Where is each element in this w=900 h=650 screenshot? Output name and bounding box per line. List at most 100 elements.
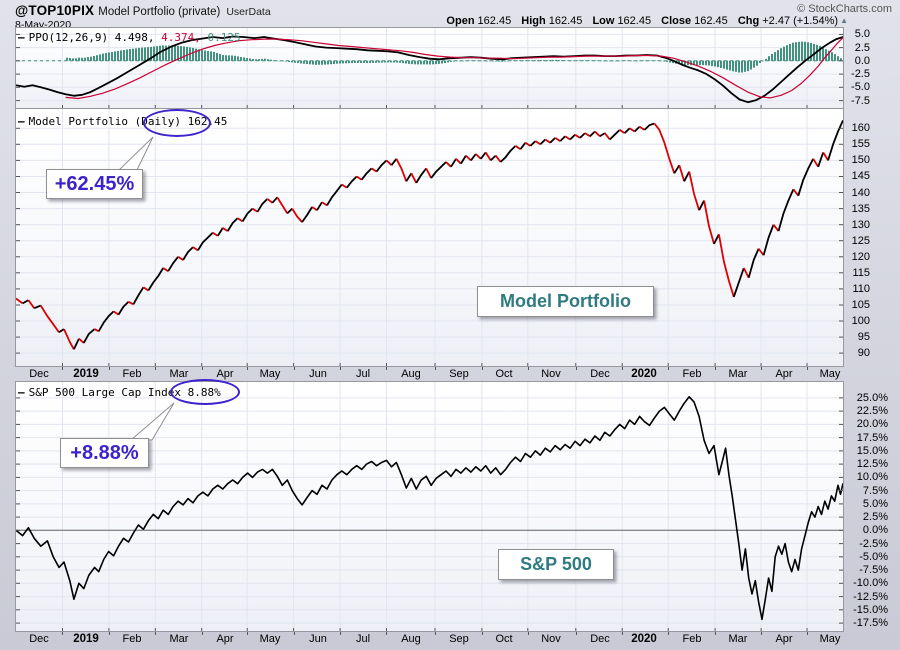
ppo-histogram-bar [615, 60, 617, 62]
ppo-histogram-bar [708, 60, 710, 66]
x-axis-tick [155, 367, 156, 370]
ppo-histogram-bar [180, 46, 182, 61]
ppo-histogram-bar [135, 48, 137, 61]
legend-line-icon: — [18, 115, 25, 128]
portfolio-price-line-segment [142, 286, 149, 292]
ppo-histogram-bar [330, 60, 332, 65]
ppo-histogram-bar [138, 47, 140, 61]
ppo-histogram-bar [366, 60, 368, 64]
ppo-histogram-bar [252, 59, 254, 61]
portfolio-price-line-segment [549, 137, 556, 144]
ppo-histogram-bar [786, 45, 788, 61]
portfolio-price-line-segment [445, 161, 452, 168]
ppo-histogram-bar [318, 60, 320, 65]
portfolio-price-line-segment [94, 328, 100, 333]
ppo-histogram-bar [369, 60, 371, 63]
ppo-histogram-bar [66, 57, 68, 61]
ppo-histogram-bar [90, 56, 92, 61]
ppo-histogram-bar [594, 60, 596, 61]
portfolio-price-line-segment [499, 145, 517, 163]
x-axis-tick [62, 367, 63, 370]
portfolio-price-line-segment [78, 338, 85, 344]
ppo-histogram-bar [459, 60, 461, 62]
portfolio-price-line-segment [713, 233, 720, 245]
ppo-histogram-bar [774, 52, 776, 61]
ppo-histogram-bar [648, 60, 650, 61]
portfolio-price-line-segment [490, 154, 497, 162]
ppo-histogram-bar [420, 60, 422, 65]
ppo-histogram-bar [840, 58, 842, 61]
ppo-histogram-bar [426, 60, 428, 65]
ppo-histogram-bar [99, 54, 101, 61]
ppo-histogram-bar [606, 60, 608, 62]
ppo-histogram-bar [624, 60, 626, 61]
x-axis-tick [622, 632, 623, 635]
portfolio-price-line-segment [226, 217, 239, 232]
x-axis-tick [340, 632, 341, 635]
ppo-histogram-bar [603, 60, 605, 62]
y-axis-label: 5.0% [862, 498, 888, 510]
ppo-histogram-bar [828, 50, 830, 61]
ppo-histogram-bar [213, 51, 215, 61]
ppo-histogram-bar [573, 60, 575, 61]
x-axis-label: 2019 [73, 633, 99, 645]
y-axis-label: 155 [851, 138, 870, 150]
portfolio-price-line-segment [22, 299, 29, 305]
ppo-histogram-bar [393, 60, 395, 63]
ppo-histogram-bar [744, 60, 746, 72]
x-axis-tick [202, 367, 203, 370]
portfolio-price-line-segment [192, 246, 199, 252]
portfolio-price-line-segment [817, 152, 825, 168]
ppo-histogram-bar [348, 60, 350, 64]
ppo-histogram-bar [291, 60, 293, 63]
x-axis-label: May [259, 633, 281, 645]
portfolio-price-line-segment [316, 201, 323, 211]
close-label: Close [661, 15, 692, 27]
y-axis-label: -7.5% [859, 564, 888, 576]
ppo-histogram-bar [591, 60, 593, 61]
ppo-histogram-bar [567, 60, 569, 61]
y-axis-label: 5.0 [854, 28, 870, 40]
ppo-indicator-panel[interactable] [15, 27, 844, 109]
x-axis-tick [386, 632, 387, 635]
portfolio-price-line-segment [703, 200, 715, 245]
sp500-y-axis: 25.0% 22.5% 20.0% 17.5% 15.0% 12.5% 10.0% 7.5% 5… [846, 382, 888, 631]
portfolio-price-line-segment [465, 154, 472, 162]
ppo-histogram-bar [576, 60, 578, 61]
ppo-histogram-value: 0.125 [207, 31, 241, 44]
ppo-histogram-bar [561, 60, 563, 61]
portfolio-price-line-segment [341, 183, 348, 189]
ppo-histogram-bar [765, 58, 767, 61]
ppo-histogram-bar [192, 47, 194, 61]
y-axis-label: 110 [852, 283, 870, 295]
y-axis-label: 25.0% [856, 392, 888, 404]
ppo-histogram-bar [555, 59, 557, 61]
x-axis-tick [109, 367, 110, 370]
ppo-histogram-bar [642, 60, 644, 61]
ppo-histogram-bar [81, 57, 83, 61]
portfolio-price-line-segment [599, 132, 606, 138]
ppo-histogram-bar [768, 56, 770, 61]
portfolio-price-line-segment [271, 196, 278, 204]
x-axis-label: Feb [122, 368, 142, 380]
x-axis-label: Dec [590, 368, 610, 380]
ppo-histogram-bar [327, 60, 329, 65]
ppo-histogram-bar [174, 45, 176, 61]
x-axis-label: 2019 [73, 368, 99, 380]
portfolio-price-panel[interactable] [15, 108, 844, 367]
portfolio-price-line-segment [286, 207, 293, 215]
portfolio-price-line-segment [797, 158, 815, 196]
x-axis-tick [202, 632, 203, 635]
ppo-histogram-bar [93, 56, 95, 61]
portfolio-price-line-segment [564, 135, 571, 141]
portfolio-price-line-segment [569, 134, 576, 141]
x-axis-months-bottom: Dec 2019 Feb Mar Apr May Jun Jul Aug Sep Oct Nov Dec… [15, 632, 844, 648]
ppo-histogram-bar [456, 60, 458, 62]
x-axis-label: Feb [122, 633, 142, 645]
ppo-histogram-bar [378, 60, 380, 63]
ppo-histogram-bar [801, 41, 803, 61]
high-label: High [521, 15, 546, 27]
y-axis-label: 140 [851, 187, 870, 199]
portfolio-price-line-segment [162, 267, 169, 272]
ppo-histogram-bar [132, 48, 134, 61]
